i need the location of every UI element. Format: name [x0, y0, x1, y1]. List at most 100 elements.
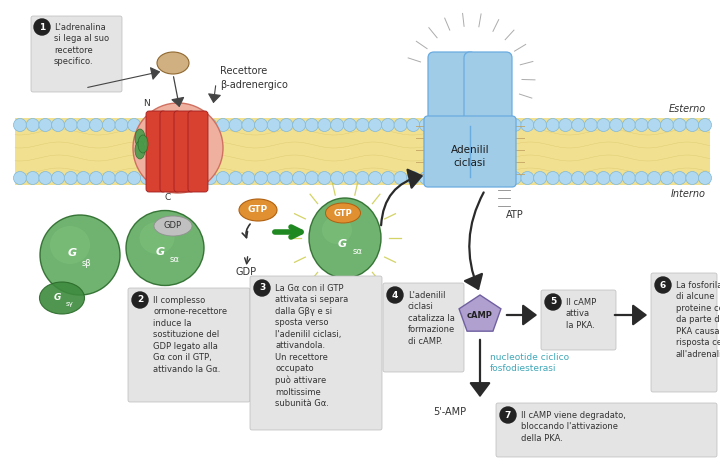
Text: G: G: [156, 247, 165, 257]
Text: ATP: ATP: [506, 210, 524, 220]
Circle shape: [77, 119, 90, 131]
Circle shape: [387, 287, 403, 303]
Circle shape: [495, 119, 508, 131]
Circle shape: [660, 171, 673, 185]
Circle shape: [267, 171, 280, 185]
Circle shape: [673, 119, 686, 131]
Circle shape: [39, 119, 52, 131]
FancyBboxPatch shape: [428, 52, 476, 129]
Circle shape: [521, 119, 534, 131]
Circle shape: [610, 171, 623, 185]
Circle shape: [648, 119, 661, 131]
Text: 5'-AMP: 5'-AMP: [433, 407, 467, 417]
Circle shape: [52, 171, 65, 185]
FancyBboxPatch shape: [651, 273, 717, 392]
FancyBboxPatch shape: [424, 116, 516, 187]
Text: G: G: [68, 248, 76, 258]
Circle shape: [420, 171, 433, 185]
Ellipse shape: [50, 226, 90, 264]
Text: cAMP: cAMP: [467, 310, 493, 319]
Circle shape: [597, 119, 610, 131]
Circle shape: [330, 119, 343, 131]
Text: sα: sα: [353, 247, 363, 257]
Circle shape: [559, 119, 572, 131]
Circle shape: [204, 119, 217, 131]
Ellipse shape: [138, 135, 148, 153]
Circle shape: [445, 171, 458, 185]
Circle shape: [610, 119, 623, 131]
Ellipse shape: [239, 199, 277, 221]
Circle shape: [686, 119, 699, 131]
Circle shape: [648, 171, 661, 185]
Circle shape: [132, 292, 148, 308]
Circle shape: [102, 171, 115, 185]
Text: Esterno: Esterno: [669, 104, 706, 114]
Text: 6: 6: [660, 281, 666, 290]
Ellipse shape: [135, 141, 145, 159]
Circle shape: [179, 119, 192, 131]
Circle shape: [545, 294, 561, 310]
Text: Recettore
β-adrenergico: Recettore β-adrenergico: [220, 66, 288, 89]
Text: GDP: GDP: [164, 221, 182, 230]
Circle shape: [166, 119, 179, 131]
Circle shape: [698, 171, 711, 185]
FancyBboxPatch shape: [383, 283, 464, 372]
Circle shape: [698, 119, 711, 131]
Circle shape: [470, 171, 483, 185]
Circle shape: [305, 171, 318, 185]
Circle shape: [14, 171, 27, 185]
Circle shape: [26, 171, 39, 185]
Text: 2: 2: [137, 295, 143, 304]
Ellipse shape: [325, 203, 361, 223]
Circle shape: [127, 171, 140, 185]
Circle shape: [64, 171, 77, 185]
Circle shape: [242, 119, 255, 131]
Circle shape: [673, 171, 686, 185]
Ellipse shape: [126, 211, 204, 285]
Circle shape: [102, 119, 115, 131]
Circle shape: [229, 171, 242, 185]
Circle shape: [546, 171, 559, 185]
Circle shape: [34, 19, 50, 35]
Circle shape: [534, 119, 546, 131]
Circle shape: [343, 171, 356, 185]
FancyBboxPatch shape: [464, 52, 512, 129]
Circle shape: [432, 119, 445, 131]
Ellipse shape: [309, 198, 381, 278]
Circle shape: [483, 171, 496, 185]
Text: Il cAMP
attiva
la PKA.: Il cAMP attiva la PKA.: [566, 298, 596, 330]
Circle shape: [153, 119, 166, 131]
Text: G: G: [338, 239, 346, 249]
Circle shape: [356, 119, 369, 131]
Text: Il cAMP viene degradato,
bloccando l'attivazione
della PKA.: Il cAMP viene degradato, bloccando l'att…: [521, 411, 626, 443]
Circle shape: [495, 171, 508, 185]
Circle shape: [508, 171, 521, 185]
Circle shape: [572, 119, 585, 131]
Circle shape: [622, 119, 635, 131]
Circle shape: [660, 119, 673, 131]
Circle shape: [635, 119, 648, 131]
Circle shape: [242, 171, 255, 185]
FancyBboxPatch shape: [188, 111, 208, 192]
Circle shape: [153, 171, 166, 185]
Circle shape: [191, 119, 204, 131]
FancyBboxPatch shape: [250, 276, 382, 430]
Ellipse shape: [140, 222, 174, 254]
Circle shape: [508, 119, 521, 131]
Circle shape: [254, 119, 268, 131]
Circle shape: [39, 171, 52, 185]
Text: 1: 1: [39, 23, 45, 32]
Circle shape: [330, 171, 343, 185]
Circle shape: [407, 119, 420, 131]
Circle shape: [179, 171, 192, 185]
Text: 7: 7: [505, 411, 511, 420]
Circle shape: [597, 171, 610, 185]
Circle shape: [585, 171, 598, 185]
Circle shape: [559, 171, 572, 185]
Circle shape: [655, 277, 671, 293]
Circle shape: [217, 119, 230, 131]
Circle shape: [407, 171, 420, 185]
Text: nucleotide ciclico
fosfodiesterasi: nucleotide ciclico fosfodiesterasi: [490, 353, 569, 373]
FancyBboxPatch shape: [541, 290, 616, 350]
Circle shape: [280, 171, 293, 185]
